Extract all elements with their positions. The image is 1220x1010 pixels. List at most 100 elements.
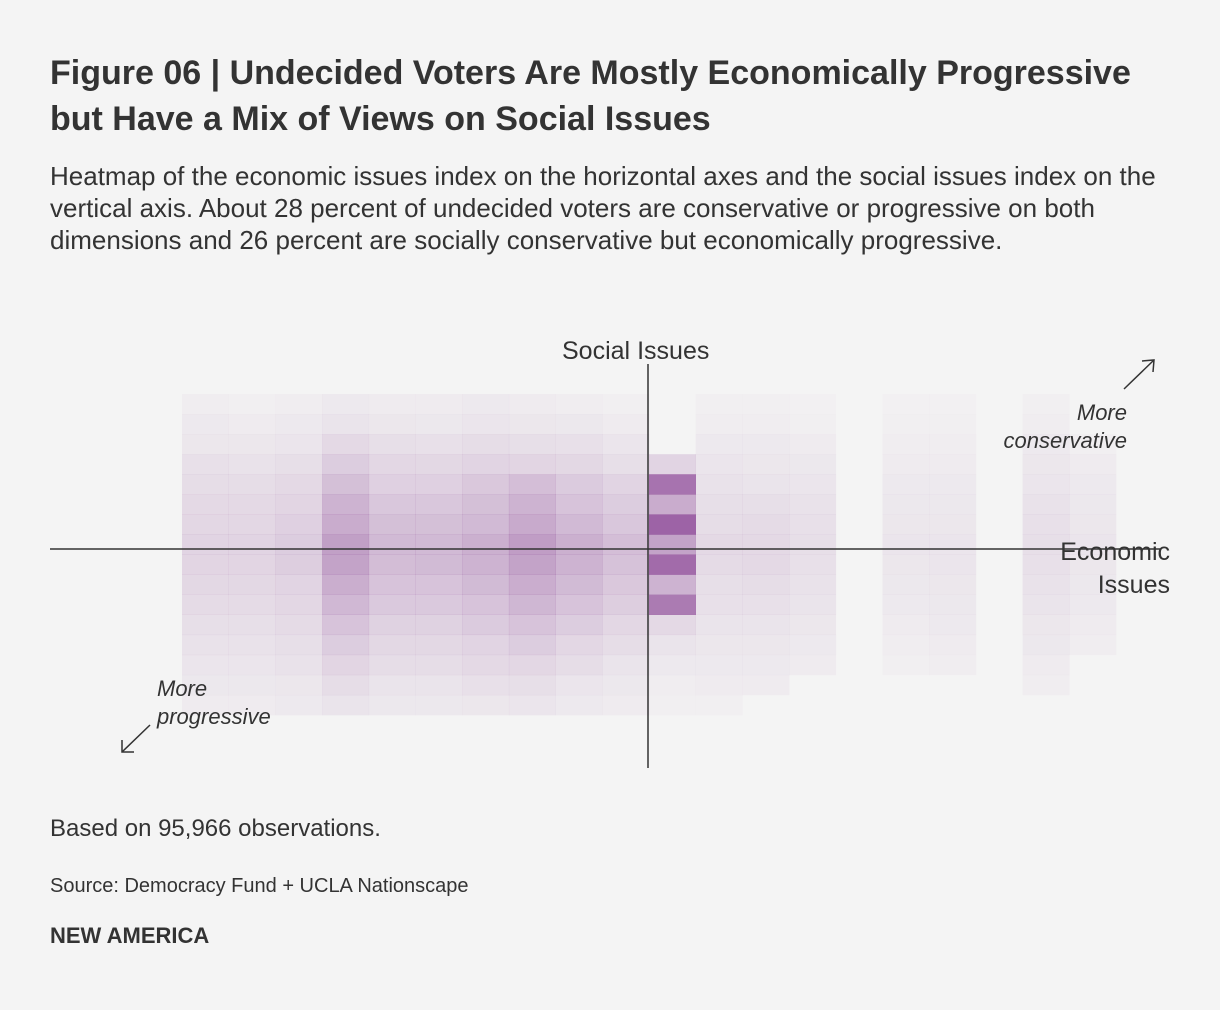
heatmap-cell xyxy=(742,674,790,696)
heatmap-cell xyxy=(508,654,556,676)
figure-title: Figure 06 | Undecided Voters Are Mostly … xyxy=(50,54,1131,138)
heatmap-cell xyxy=(555,554,603,575)
heatmap-cell xyxy=(602,594,650,615)
heatmap-cell xyxy=(602,394,649,414)
heatmap-cell xyxy=(1069,574,1117,595)
heatmap-cell xyxy=(929,394,976,414)
heatmap-cell xyxy=(789,474,837,495)
heatmap-cell xyxy=(649,654,696,676)
heatmap-cell xyxy=(182,534,229,555)
heatmap-cell xyxy=(882,494,930,515)
heatmap-cell xyxy=(929,574,977,595)
heatmap-cell xyxy=(182,574,229,595)
heatmap-cell xyxy=(555,414,603,435)
heatmap-cell xyxy=(1022,574,1070,595)
heatmap-cell xyxy=(368,434,416,455)
heatmap-cell xyxy=(322,554,370,575)
heatmap-cell xyxy=(742,514,790,535)
heatmap-cell xyxy=(696,394,743,414)
heatmap-cell xyxy=(275,414,323,435)
heatmap-cell xyxy=(555,634,603,656)
heatmap-cell xyxy=(275,554,323,575)
heatmap-cell xyxy=(368,534,416,555)
heatmap-cell xyxy=(368,694,416,716)
heatmap-cell xyxy=(789,414,836,434)
heatmap-cell xyxy=(415,514,463,535)
heatmap-cell xyxy=(322,674,370,696)
heatmap-cell xyxy=(602,694,650,716)
heatmap-cell xyxy=(415,694,463,716)
heatmap-cell xyxy=(462,394,510,415)
heatmap-cell xyxy=(322,514,370,535)
y-axis-label: Social Issues xyxy=(562,337,709,365)
heatmap-cell xyxy=(789,534,837,555)
heatmap-cell xyxy=(1069,614,1117,636)
arrow-down-left-head-icon xyxy=(121,740,134,753)
heatmap-cell xyxy=(929,634,977,656)
heatmap-cell xyxy=(182,614,229,636)
heatmap-cell xyxy=(322,414,370,435)
heatmap-cell xyxy=(368,474,416,495)
heatmap-cell xyxy=(555,694,603,716)
heatmap-cell xyxy=(322,594,370,615)
heatmap-cell xyxy=(789,394,836,414)
heatmap-cell xyxy=(602,454,650,475)
heatmap-cell xyxy=(228,574,276,595)
heatmap-cell xyxy=(462,634,510,656)
heatmap-cell xyxy=(602,494,650,515)
heatmap-cell xyxy=(508,594,556,615)
heatmap-cell xyxy=(602,614,650,636)
heatmap-cell xyxy=(275,494,323,515)
y-axis-label-part1: Social xyxy=(562,337,630,365)
heatmap-cell xyxy=(322,434,370,455)
heatmap-cell xyxy=(742,434,790,455)
heatmap-cell xyxy=(742,474,790,495)
heatmap-cell xyxy=(322,454,370,475)
heatmap-cell xyxy=(602,574,650,595)
heatmap-cell xyxy=(322,694,370,716)
heatmap-cell xyxy=(228,634,276,656)
heatmap-cell xyxy=(742,534,790,555)
heatmap-cell xyxy=(742,554,790,575)
heatmap-cell xyxy=(228,614,276,636)
heatmap-cell xyxy=(462,514,510,535)
heatmap-cell xyxy=(1023,394,1070,414)
heatmap-cell xyxy=(462,414,510,435)
heatmap-cell xyxy=(789,434,837,455)
heatmap-cell xyxy=(462,474,510,495)
heatmap-cell xyxy=(602,554,650,575)
heatmap-cell xyxy=(883,414,930,434)
heatmap-cell xyxy=(182,394,229,414)
heatmap-cell xyxy=(555,534,603,555)
heatmap-cell xyxy=(789,634,837,656)
heatmap-cell xyxy=(182,554,229,575)
heatmap-cell xyxy=(368,634,416,656)
heatmap-cell xyxy=(742,394,789,414)
heatmap-cell xyxy=(1022,494,1070,515)
heatmap-cell xyxy=(1069,494,1117,515)
heatmap-cell xyxy=(695,474,743,495)
heatmap-cell xyxy=(1069,454,1117,475)
heatmap-cell xyxy=(228,454,276,475)
heatmap-cell xyxy=(368,574,416,595)
heatmap-cell xyxy=(415,534,463,555)
annotation-more-progressive-line1: More xyxy=(157,676,207,701)
heatmap-cell xyxy=(415,574,463,595)
heatmap-cell xyxy=(275,514,323,535)
heatmap-cell xyxy=(882,474,930,495)
heatmap-cell xyxy=(275,654,323,676)
heatmap-cell xyxy=(1069,474,1117,495)
heatmap-cell xyxy=(275,394,322,414)
heatmap-cell xyxy=(182,474,229,495)
heatmap-cell xyxy=(929,434,976,454)
heatmap-cell xyxy=(695,574,743,595)
heatmap-cell xyxy=(322,574,370,595)
heatmap-cell xyxy=(182,454,229,475)
heatmap-cell xyxy=(649,675,696,695)
arrow-down-left-icon xyxy=(121,724,151,753)
heatmap-cell xyxy=(368,594,416,615)
heatmap-cell xyxy=(695,634,743,656)
heatmap-cell xyxy=(462,494,510,515)
heatmap-cell xyxy=(1022,454,1070,475)
heatmap-cell xyxy=(462,434,510,455)
